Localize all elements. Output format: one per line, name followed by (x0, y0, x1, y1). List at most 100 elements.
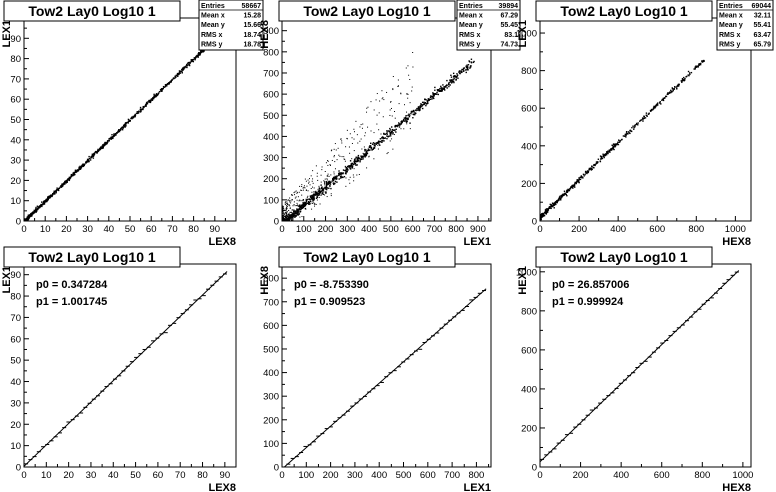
y-tick-label: 400 (521, 384, 537, 395)
scatter-point (469, 67, 471, 69)
scatter-point (321, 186, 323, 188)
scatter-point (297, 204, 299, 206)
scatter-point (606, 152, 608, 155)
scatter-point (283, 208, 285, 210)
scatter-point (356, 156, 358, 158)
scatter-point (284, 216, 287, 218)
scatter-point (332, 182, 334, 184)
scatter-point (349, 160, 352, 162)
scatter-point (353, 176, 355, 178)
scatter-point (607, 150, 609, 152)
scatter-point (304, 207, 307, 210)
scatter-point (131, 116, 133, 118)
plot-title: Tow2 Lay0 Log10 1 (303, 249, 431, 265)
scatter-point (566, 190, 568, 192)
scatter-point (681, 79, 684, 81)
scatter-point (330, 187, 332, 190)
scatter-point (694, 68, 696, 70)
scatter-point (324, 180, 326, 182)
scatter-point (365, 149, 367, 151)
y-tick-label: 300 (263, 153, 279, 164)
x-tick-label: 1000 (725, 224, 746, 235)
stats-key: Entries (459, 3, 483, 10)
scatter-point (390, 107, 392, 109)
scatter-point (377, 144, 379, 146)
scatter-point (575, 182, 577, 184)
scatter-point (444, 85, 447, 87)
data-points (24, 40, 211, 221)
scatter-point (44, 200, 46, 203)
scatter-point (151, 98, 153, 100)
scatter-point (452, 78, 454, 81)
x-tick-label: 90 (220, 470, 231, 481)
scatter-point (419, 106, 422, 109)
scatter-point (404, 116, 407, 119)
plot-frame (281, 17, 492, 222)
scatter-point (296, 199, 298, 201)
scatter-point (360, 155, 362, 157)
scatter-point (330, 174, 332, 176)
scatter-point (111, 134, 113, 136)
scatter-point (181, 68, 183, 71)
scatter-point (346, 166, 349, 168)
scatter-point (376, 93, 378, 95)
scatter-point (382, 137, 384, 140)
scatter-point (102, 147, 104, 149)
scatter-point (334, 168, 336, 170)
scatter-point (342, 173, 344, 175)
scatter-point (666, 93, 669, 96)
scatter-point (580, 175, 583, 177)
scatter-point (328, 181, 330, 184)
scatter-point (674, 86, 676, 88)
scatter-point (366, 152, 369, 155)
scatter-point (643, 117, 646, 119)
scatter-point (624, 135, 626, 137)
scatter-point (650, 110, 652, 113)
scatter-point (660, 103, 662, 105)
scatter-point (380, 133, 382, 135)
scatter-point (312, 186, 314, 188)
scatter-point (91, 153, 94, 155)
scatter-point (113, 135, 115, 137)
x-tick-label: 600 (420, 470, 436, 481)
scatter-point (282, 219, 284, 221)
scatter-point (361, 155, 364, 158)
scatter-point (426, 102, 429, 105)
scatter-point (311, 194, 313, 197)
scatter-point (200, 51, 203, 53)
scatter-point (377, 140, 380, 142)
scatter-point (656, 104, 658, 107)
scatter-point (387, 135, 390, 138)
scatter-point (634, 125, 636, 128)
scatter-point (352, 174, 354, 176)
x-tick-label: 80 (188, 224, 199, 235)
y-tick-label: 300 (263, 392, 279, 403)
scatter-point (630, 129, 632, 132)
scatter-point (647, 113, 650, 115)
scatter-point (282, 208, 284, 210)
scatter-point (633, 126, 635, 129)
scatter-point (334, 180, 337, 183)
scatter-point (449, 81, 452, 83)
scatter-point (559, 195, 561, 198)
scatter-point (63, 183, 65, 185)
scatter-point (403, 104, 405, 106)
scatter-point (389, 131, 391, 133)
scatter-point (297, 211, 299, 213)
scatter-point (296, 191, 298, 193)
scatter-point (195, 55, 198, 57)
scatter-point (289, 207, 291, 209)
scatter-point (294, 216, 296, 218)
scatter-point (412, 117, 414, 119)
scatter-point (355, 156, 357, 159)
scatter-point (142, 108, 144, 111)
scatter-point (286, 201, 288, 203)
scatter-point (175, 76, 177, 79)
scatter-point (327, 181, 330, 183)
scatter-point (403, 120, 406, 122)
scatter-point (93, 154, 95, 156)
scatter-point (399, 123, 401, 125)
scatter-point (299, 204, 301, 206)
scatter-point (95, 151, 98, 154)
scatter-point (66, 181, 68, 183)
